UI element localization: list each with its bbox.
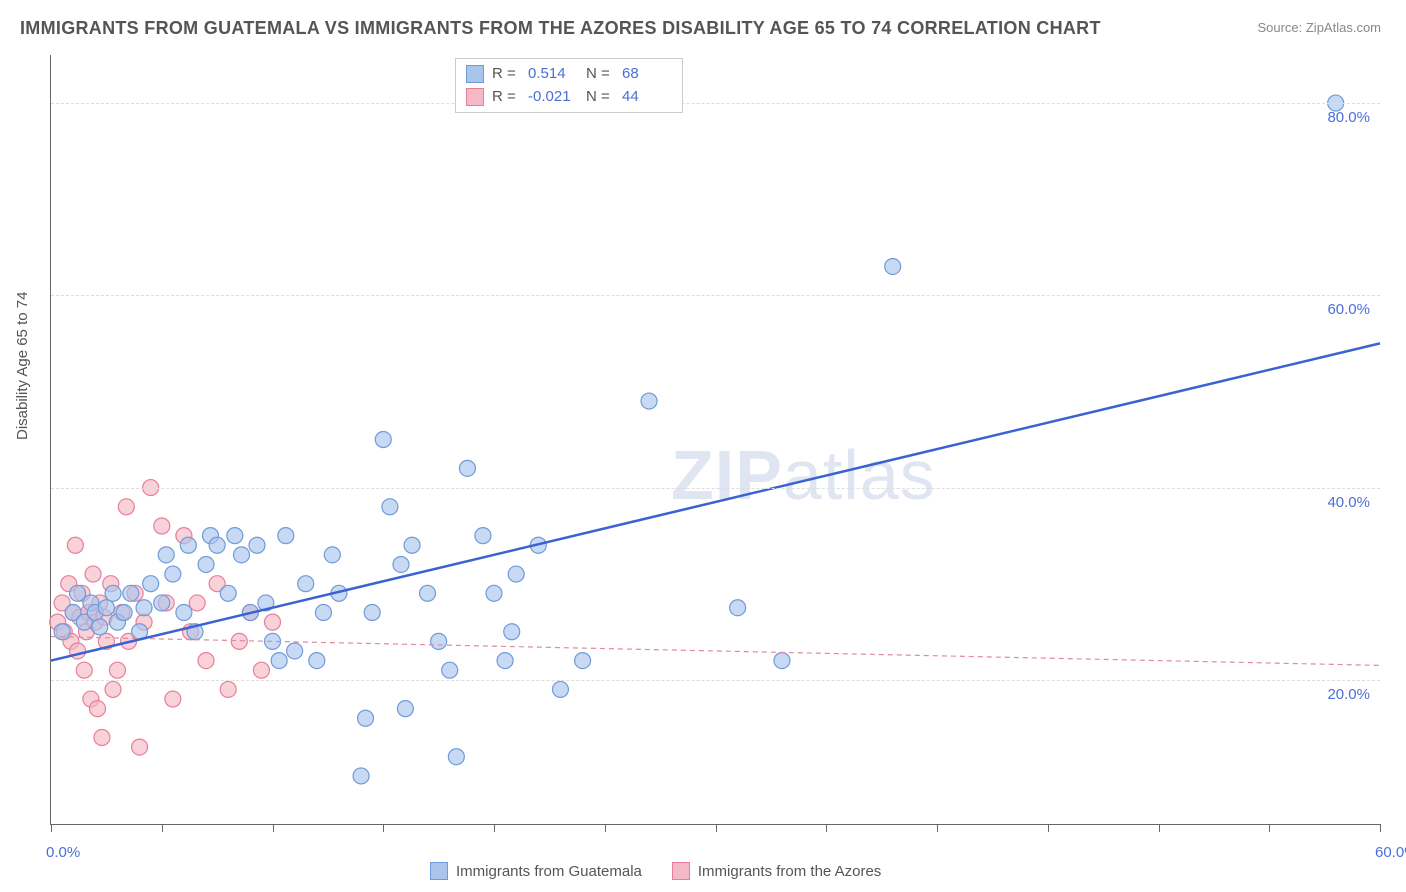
- plot-area: ZIPatlas 20.0%40.0%60.0%80.0%0.0%60.0%: [50, 55, 1380, 825]
- chart-svg: [51, 55, 1380, 824]
- legend-item-guatemala: Immigrants from Guatemala: [430, 862, 642, 880]
- legend-item-azores: Immigrants from the Azores: [672, 862, 881, 880]
- chart-title: IMMIGRANTS FROM GUATEMALA VS IMMIGRANTS …: [20, 18, 1101, 39]
- swatch-azores-b: [672, 862, 690, 880]
- y-axis-label: Disability Age 65 to 74: [14, 292, 31, 440]
- stats-row-1: R = 0.514 N = 68: [466, 63, 672, 86]
- swatch-guatemala-b: [430, 862, 448, 880]
- chart-container: IMMIGRANTS FROM GUATEMALA VS IMMIGRANTS …: [0, 0, 1406, 892]
- stats-legend: R = 0.514 N = 68 R = -0.021 N = 44: [455, 58, 683, 113]
- stats-row-2: R = -0.021 N = 44: [466, 86, 672, 109]
- source-label: Source: ZipAtlas.com: [1257, 20, 1381, 35]
- swatch-azores: [466, 88, 484, 106]
- swatch-guatemala: [466, 65, 484, 83]
- bottom-legend: Immigrants from Guatemala Immigrants fro…: [430, 862, 881, 880]
